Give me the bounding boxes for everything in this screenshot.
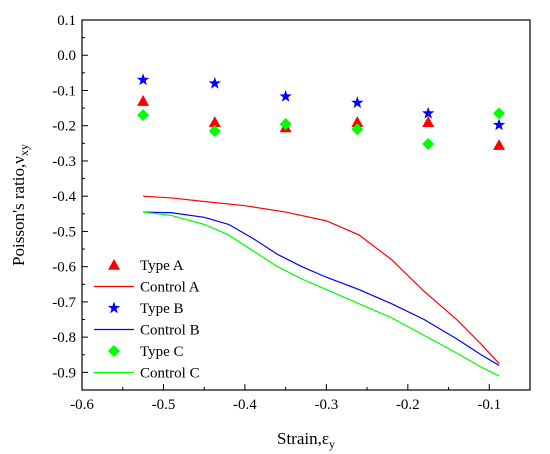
control-a-line <box>143 195 500 364</box>
y-tick-label: -0.2 <box>52 119 76 135</box>
type-a-point <box>422 116 435 127</box>
x-tick-label: -0.1 <box>477 397 501 413</box>
type-b-point <box>492 118 506 131</box>
x-axis-title: Strain,εy <box>277 429 335 451</box>
type-c-point <box>208 125 221 137</box>
y-tick-label: -0.9 <box>52 365 76 381</box>
legend-label-type-b: Type B <box>140 301 184 317</box>
type-c-point <box>493 107 506 120</box>
x-axis-title-symbol: ε <box>322 429 329 448</box>
type-c-point <box>137 109 150 122</box>
type-c-point <box>279 117 292 130</box>
y-tick-label: 0.1 <box>57 13 76 29</box>
y-tick-label: -0.5 <box>52 224 76 240</box>
x-tick-label: -0.3 <box>314 397 338 413</box>
legend-label-type-a: Type A <box>140 258 184 274</box>
legend-label-control-a: Control A <box>140 280 200 296</box>
y-axis-title-subscript: xy <box>17 144 31 156</box>
y-tick-label: -0.6 <box>52 260 76 276</box>
y-axis-title: Poisson's ratio,νxy <box>9 144 31 266</box>
legend-swatch-type-a <box>108 259 120 270</box>
type-markers <box>136 73 506 151</box>
y-axis-title-symbol: ν <box>9 156 28 164</box>
y-tick-label: -0.3 <box>52 154 76 170</box>
control-curves <box>143 195 500 377</box>
legend-label-control-c: Control C <box>140 366 200 382</box>
y-tick-label: 0.0 <box>57 48 76 64</box>
x-tick-label: -0.5 <box>152 397 176 413</box>
x-axis-title-subscript: y <box>329 437 335 451</box>
x-axis-ticks <box>81 384 490 390</box>
type-b-point <box>136 73 150 86</box>
y-axis-ticks <box>82 19 88 373</box>
type-b-point <box>208 76 221 89</box>
plot-frame <box>81 19 531 391</box>
type-c-point <box>422 138 435 151</box>
y-axis-title-main: Poisson's ratio, <box>9 164 28 266</box>
x-axis-tick-labels: -0.6 -0.5 -0.4 -0.3 -0.2 -0.1 <box>70 397 501 413</box>
y-tick-label: -0.8 <box>52 330 76 346</box>
type-a-point <box>208 116 221 127</box>
y-axis-tick-labels: 0.1 0.0 -0.1 -0.2 -0.3 -0.4 -0.5 -0.6 -0.7 -0.8 -0… <box>52 13 76 381</box>
x-tick-label: -0.2 <box>396 397 420 413</box>
x-axis-title-main: Strain, <box>277 429 322 448</box>
legend: Type A Control A Type B Control B Type C Cont… <box>94 258 200 382</box>
legend-swatch-type-c <box>108 345 120 357</box>
legend-label-control-b: Control B <box>140 323 200 339</box>
legend-label-type-c: Type C <box>140 344 184 360</box>
y-tick-label: -0.7 <box>52 295 76 311</box>
control-c-line <box>143 211 500 377</box>
x-tick-label: -0.6 <box>70 397 94 413</box>
legend-swatch-type-b <box>107 301 121 314</box>
y-tick-label: -0.1 <box>52 83 76 99</box>
type-a-point <box>493 139 506 150</box>
type-b-point <box>279 89 292 102</box>
type-b-point <box>422 106 435 119</box>
y-tick-label: -0.4 <box>52 189 76 205</box>
type-a-point <box>351 116 364 127</box>
type-b-point <box>351 96 364 109</box>
type-a-point <box>137 95 150 106</box>
control-b-line <box>143 211 500 366</box>
x-tick-label: -0.4 <box>233 397 257 413</box>
type-c-point <box>351 123 364 136</box>
